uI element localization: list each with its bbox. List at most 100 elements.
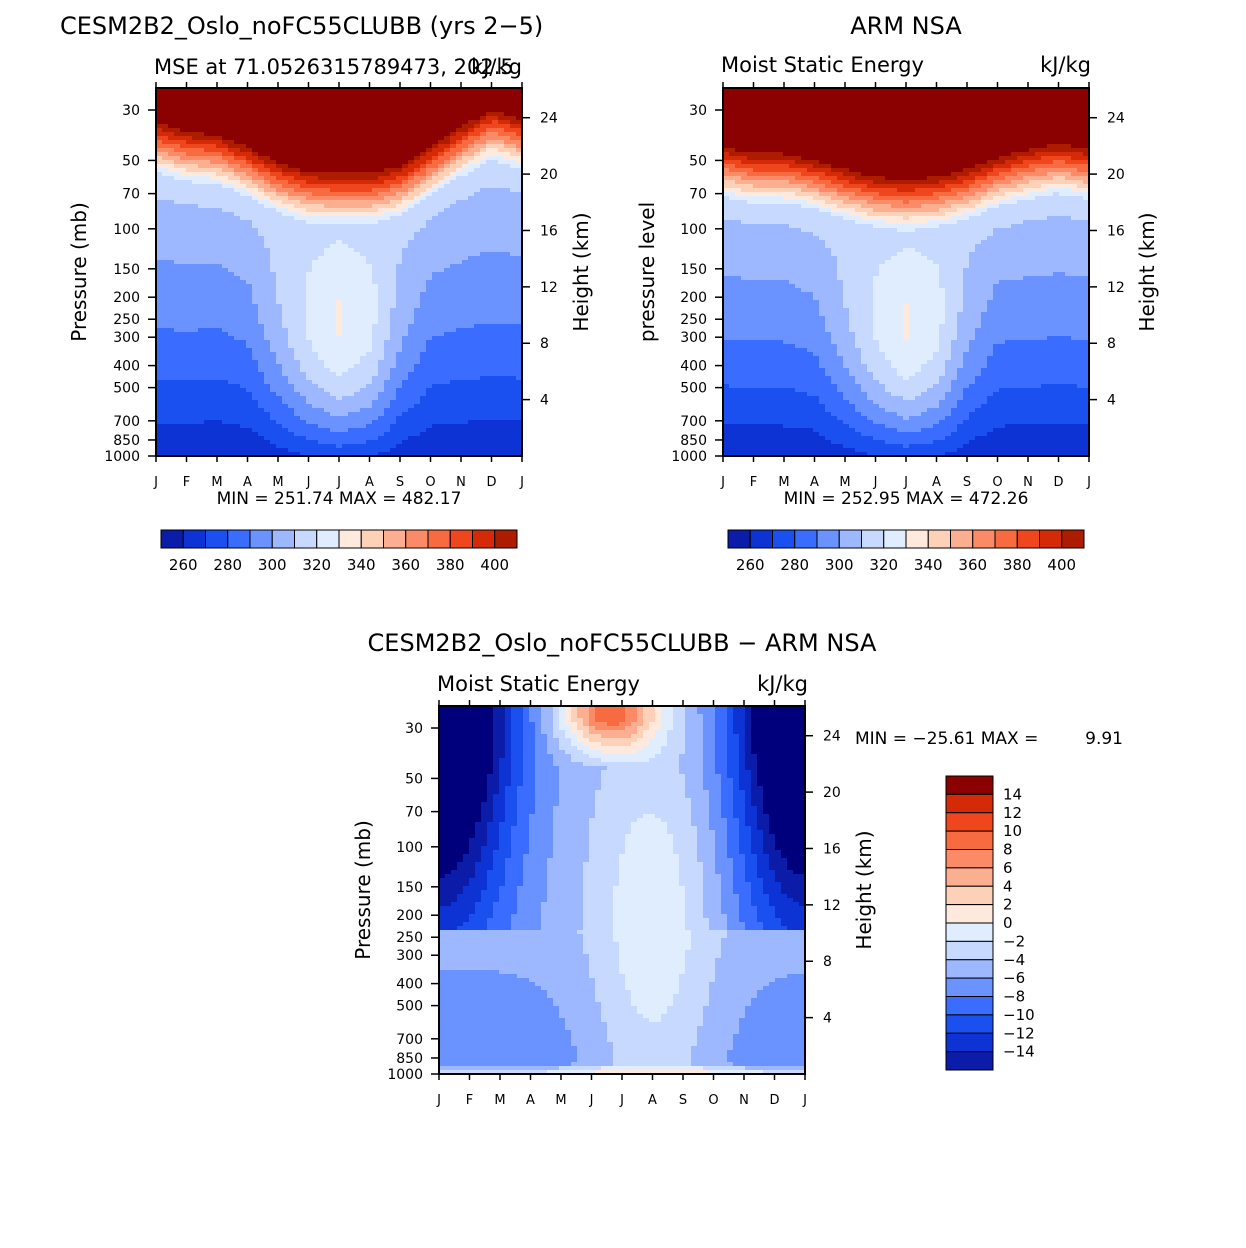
contour-cell xyxy=(402,400,409,405)
contour-cell xyxy=(408,276,415,281)
contour-cell xyxy=(504,400,511,405)
contour-cell xyxy=(228,196,235,201)
contour-cell xyxy=(450,292,457,297)
contour-cell xyxy=(438,356,445,361)
contour-cell xyxy=(318,124,325,129)
contour-cell xyxy=(390,284,397,289)
contour-cell xyxy=(168,256,175,261)
contour-cell xyxy=(462,164,469,169)
contour-cell xyxy=(402,340,409,345)
contour-cell xyxy=(222,172,229,177)
contour-cell xyxy=(492,132,499,137)
contour-cell xyxy=(414,408,421,413)
contour-cell xyxy=(252,296,259,301)
contour-cell xyxy=(486,336,493,341)
contour-cell xyxy=(504,308,511,313)
contour-cell xyxy=(234,348,241,353)
contour-cell xyxy=(198,164,205,169)
contour-cell xyxy=(192,368,199,373)
contour-cell xyxy=(276,364,283,369)
contour-cell xyxy=(432,188,439,193)
contour-cell xyxy=(444,360,451,365)
contour-cell xyxy=(204,260,211,265)
contour-cell xyxy=(240,128,247,133)
contour-cell xyxy=(288,412,295,417)
contour-cell xyxy=(486,320,493,325)
contour-cell xyxy=(444,316,451,321)
contour-cell xyxy=(318,348,325,353)
contour-cell xyxy=(360,376,367,381)
contour-cell xyxy=(216,196,223,201)
contour-cell xyxy=(252,352,259,357)
contour-cell xyxy=(276,236,283,241)
contour-cell xyxy=(222,328,229,333)
contour-cell xyxy=(246,144,253,149)
contour-cell xyxy=(450,160,457,165)
contour-cell xyxy=(462,372,469,377)
contour-cell xyxy=(156,360,163,365)
contour-cell xyxy=(186,340,193,345)
contour-cell xyxy=(414,188,421,193)
contour-cell xyxy=(168,188,175,193)
contour-cell xyxy=(402,160,409,165)
contour-cell xyxy=(414,364,421,369)
contour-cell xyxy=(432,96,439,101)
contour-cell xyxy=(516,272,522,277)
contour-cell xyxy=(378,372,385,377)
contour-cell xyxy=(168,288,175,293)
contour-cell xyxy=(288,96,295,101)
contour-cell xyxy=(168,204,175,209)
contour-cell xyxy=(210,276,217,281)
contour-cell xyxy=(282,392,289,397)
contour-cell xyxy=(198,160,205,165)
contour-cell xyxy=(180,112,187,117)
contour-cell xyxy=(438,388,445,393)
contour-cell xyxy=(174,100,181,105)
contour-cell xyxy=(360,208,367,213)
contour-cell xyxy=(258,180,265,185)
contour-cell xyxy=(426,204,433,209)
contour-cell xyxy=(342,384,349,389)
contour-cell xyxy=(348,284,355,289)
contour-cell xyxy=(240,192,247,197)
contour-cell xyxy=(408,124,415,129)
contour-cell xyxy=(330,376,337,381)
contour-cell xyxy=(354,164,361,169)
contour-cell xyxy=(204,168,211,173)
contour-cell xyxy=(378,288,385,293)
contour-cell xyxy=(360,248,367,253)
contour-cell xyxy=(294,236,301,241)
contour-cell xyxy=(174,288,181,293)
contour-cell xyxy=(306,228,313,233)
contour-cell xyxy=(516,164,522,169)
contour-cell xyxy=(408,412,415,417)
contour-cell xyxy=(186,100,193,105)
contour-cell xyxy=(408,204,415,209)
contour-cell xyxy=(462,328,469,333)
contour-cell xyxy=(264,356,271,361)
contour-cell xyxy=(156,140,163,145)
contour-cell xyxy=(390,100,397,105)
contour-cell xyxy=(504,360,511,365)
contour-cell xyxy=(360,108,367,113)
contour-cell xyxy=(210,104,217,109)
contour-cell xyxy=(372,400,379,405)
contour-cell xyxy=(294,364,301,369)
contour-cell xyxy=(426,224,433,229)
contour-cell xyxy=(186,144,193,149)
contour-cell xyxy=(516,120,522,125)
contour-cell xyxy=(258,212,265,217)
contour-cell xyxy=(294,204,301,209)
contour-cell xyxy=(408,408,415,413)
contour-cell xyxy=(270,276,277,281)
contour-cell xyxy=(444,204,451,209)
contour-cell xyxy=(192,116,199,121)
contour-cell xyxy=(192,96,199,101)
contour-cell xyxy=(306,384,313,389)
contour-cell xyxy=(492,148,499,153)
contour-cell xyxy=(504,348,511,353)
contour-cell xyxy=(432,300,439,305)
contour-cell xyxy=(432,124,439,129)
contour-cell xyxy=(276,108,283,113)
contour-cell xyxy=(480,264,487,269)
